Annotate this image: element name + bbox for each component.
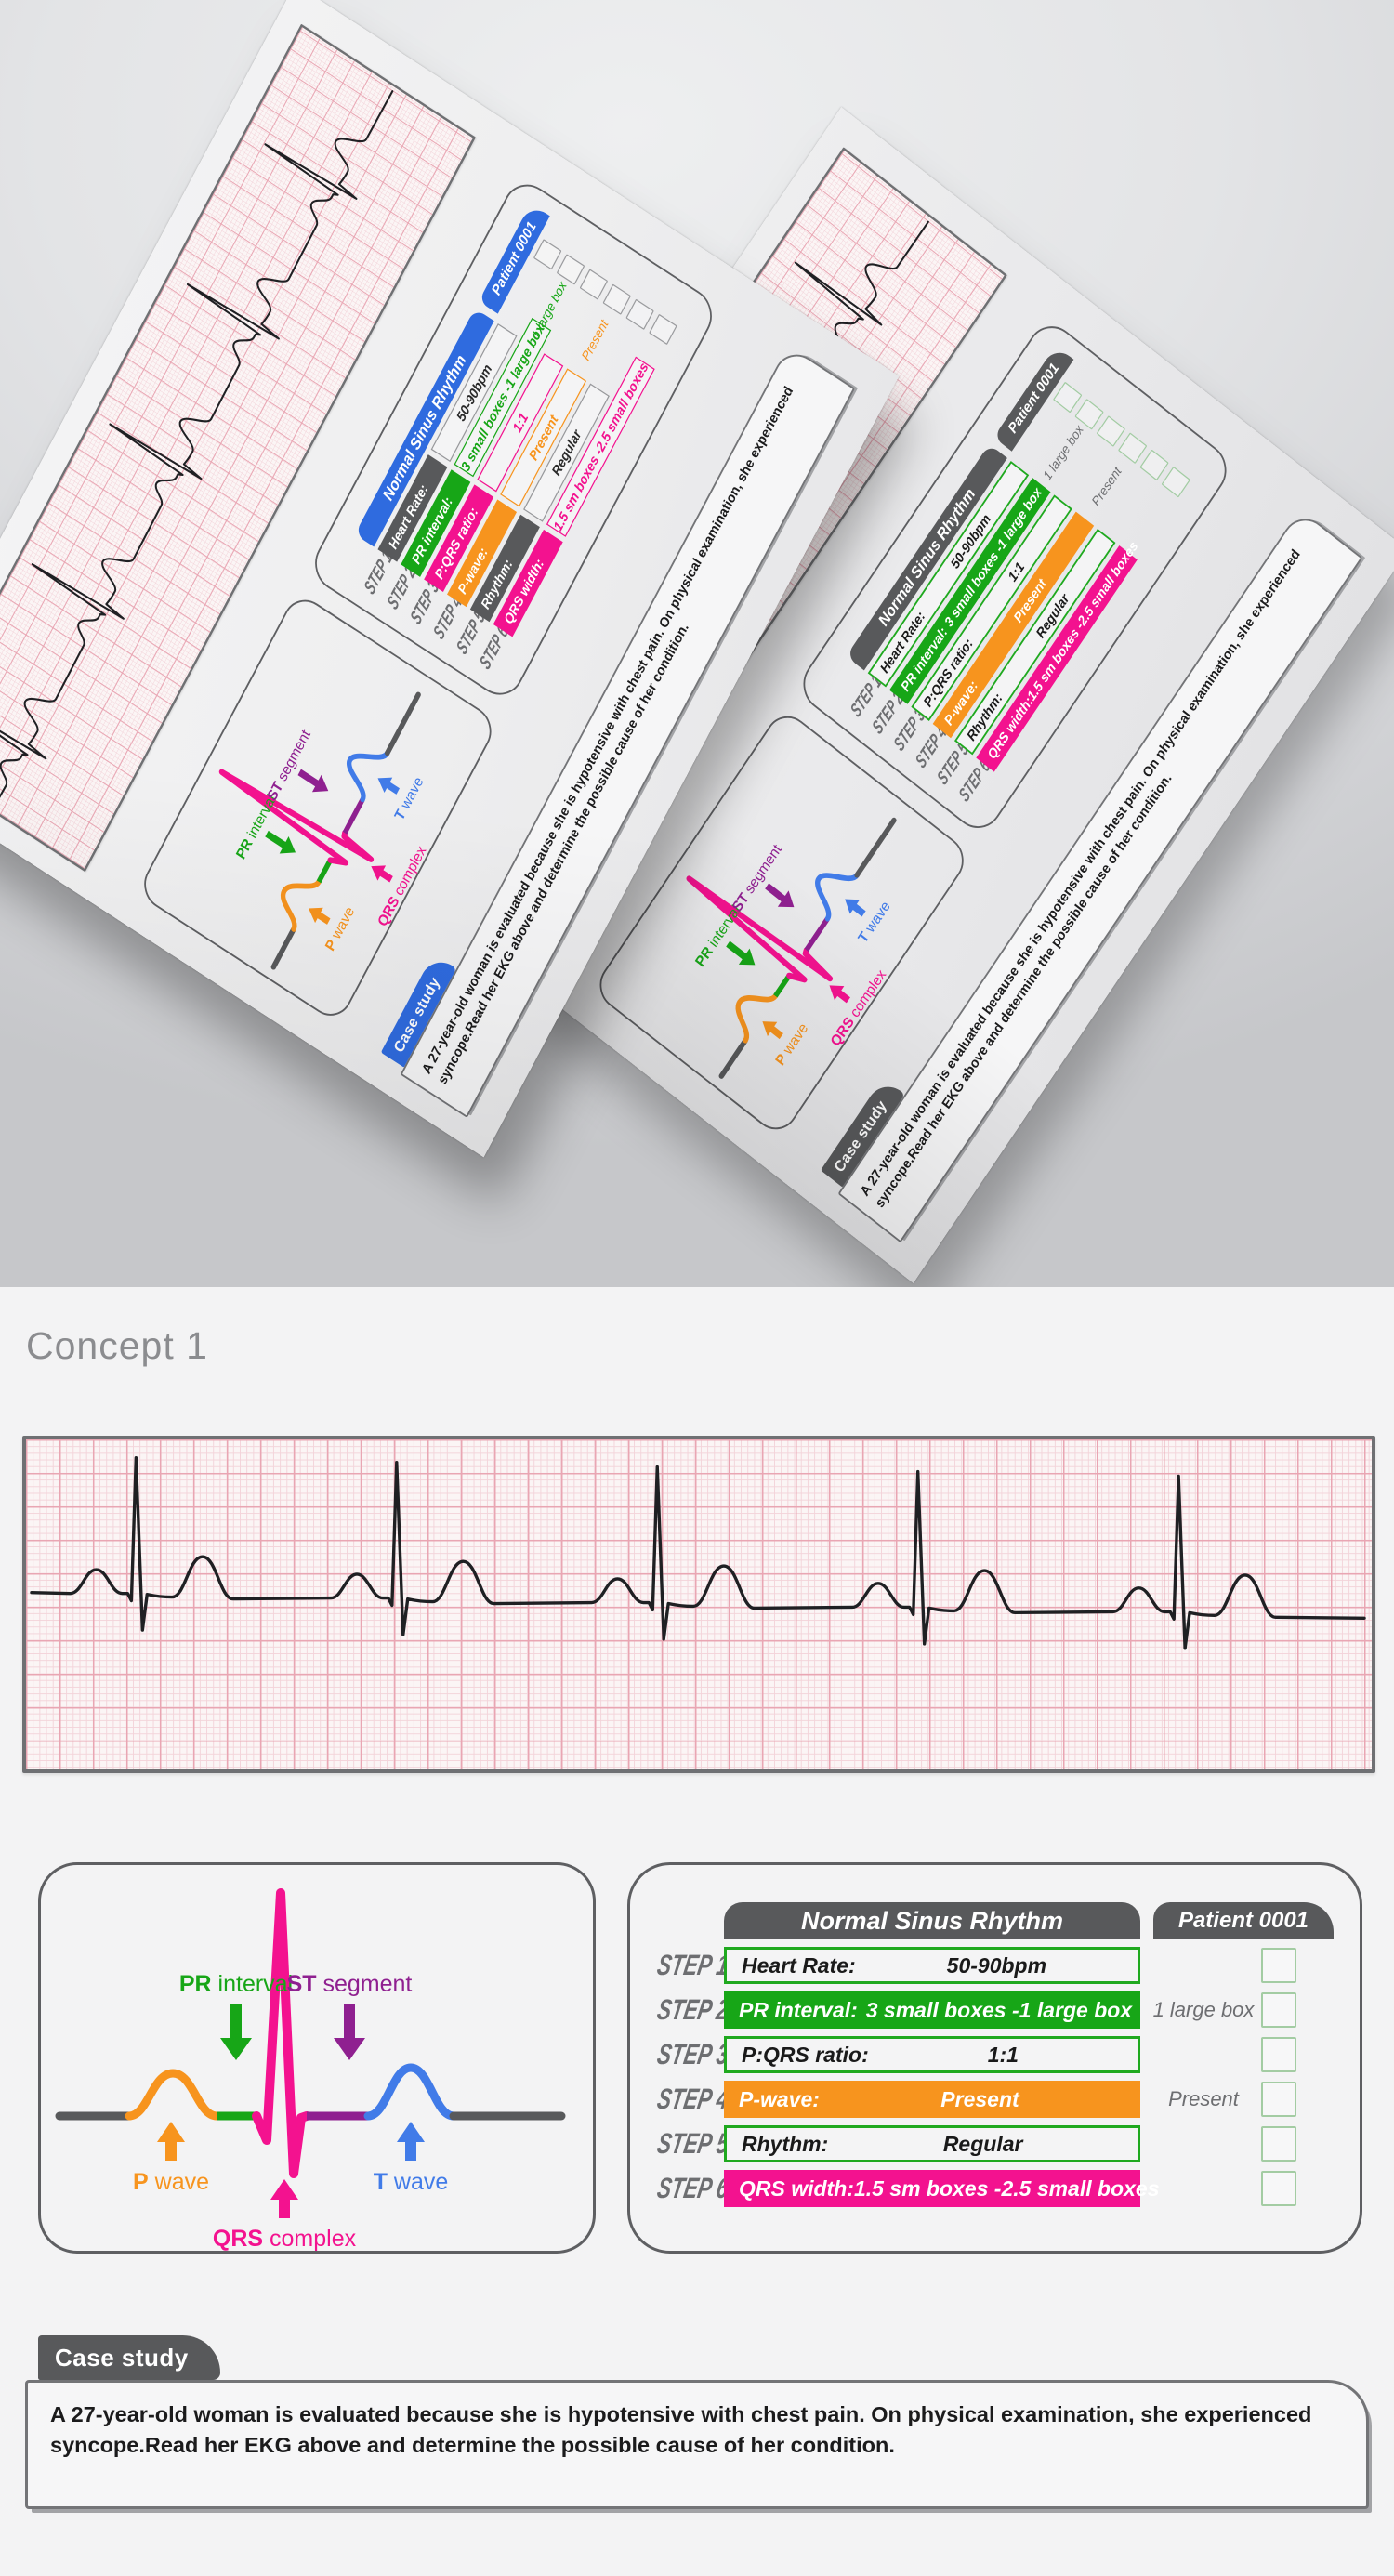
- step-label: STEP 2: [654, 1993, 731, 2026]
- concept-section: Concept 1: [0, 1287, 1394, 2576]
- row-label: P-wave:: [739, 2086, 820, 2111]
- pqrst-waveform: PR interval ST segment P wave T wave QRS…: [218, 691, 429, 970]
- qrs-up-arrow: [371, 865, 393, 883]
- table-row: P-wave: Present: [724, 2081, 1140, 2118]
- pqrst-diagram-box: PR interval ST segment P wave T wave QRS…: [38, 1862, 596, 2254]
- table-row: P:QRS ratio: 1:1: [724, 2036, 1140, 2073]
- p-up-arrow: [309, 907, 331, 925]
- table-header: Normal Sinus Rhythm: [724, 1902, 1140, 1939]
- side-note-pr-interval: 1 large box: [1152, 1998, 1255, 2021]
- t-wave-label: T wave: [392, 774, 427, 823]
- ekg-leaflet: PR interval ST segment P wave T wave QRS…: [0, 23, 857, 1120]
- st-down-arrow: [334, 2004, 365, 2060]
- case-study-tab: Case study: [38, 2335, 220, 2380]
- qrs-complex-label: QRS complex: [375, 843, 429, 929]
- row-value: 1.5 sm boxes -2.5 small boxes: [853, 2175, 1160, 2201]
- row-value: 1:1: [987, 2042, 1019, 2067]
- checkbox[interactable]: [533, 239, 562, 270]
- patient-header: Patient 0001: [1153, 1902, 1334, 1939]
- ekg-trace: [30, 1456, 1366, 1650]
- qrs-up-arrow: [829, 985, 850, 1004]
- t-up-arrow: [377, 777, 400, 795]
- step-label: STEP 4: [654, 2083, 731, 2115]
- checkbox[interactable]: [1096, 415, 1126, 447]
- mockup-leaflet-gray: PR interval ST segment P wave T wave QRS…: [377, 147, 1365, 1244]
- middle-row: PR interval ST segment P wave T wave QRS…: [22, 1862, 1375, 2254]
- side-note-pr-interval: 1 large box: [528, 278, 570, 342]
- row-value: 50-90bpm: [946, 1952, 1047, 1978]
- pqrst-waveform: PR interval ST segment P wave T wave QRS…: [55, 1888, 566, 2251]
- checkbox[interactable]: [1261, 2037, 1296, 2072]
- pr-down-arrow: [220, 2004, 252, 2060]
- row-label: P:QRS ratio:: [742, 2042, 869, 2067]
- ekg-leaflet: PR interval ST segment P wave T wave QRS…: [22, 1436, 1375, 2509]
- pqrst-diagram-box: PR interval ST segment P wave T wave QRS…: [136, 590, 500, 1025]
- pr-interval-label: PR interval: [179, 1971, 293, 1997]
- checkbox[interactable]: [649, 313, 677, 346]
- row-label: Heart Rate:: [742, 1952, 856, 1978]
- row-value: Present: [940, 2086, 1019, 2111]
- qrs-complex-label: QRS complex: [213, 2226, 357, 2251]
- checkbox[interactable]: [625, 298, 654, 331]
- side-note-p-wave: Present: [1168, 2087, 1239, 2110]
- st-down-arrow: [765, 883, 795, 908]
- pr-down-arrow: [726, 940, 756, 966]
- checkbox[interactable]: [1261, 1992, 1296, 2028]
- mockup-page-left: PR interval ST segment P wave T wave QRS…: [0, 0, 900, 1158]
- case-study-section: Case study A 27-year-old woman is evalua…: [22, 2335, 1375, 2509]
- table-row: Heart Rate: 50-90bpm: [724, 1947, 1140, 1984]
- ekg-strip: [0, 23, 477, 873]
- checkbox[interactable]: [1261, 2126, 1296, 2162]
- row-label: QRS width:: [739, 2175, 854, 2201]
- table-row: QRS width: 1.5 sm boxes -2.5 small boxes: [724, 2170, 1160, 2207]
- st-down-arrow: [297, 769, 329, 793]
- p-up-arrow: [762, 1021, 783, 1040]
- row-value: 3 small boxes -1 large box: [865, 1997, 1133, 2022]
- concept-leaflet: PR interval ST segment P wave T wave QRS…: [22, 1436, 1375, 2509]
- pr-down-arrow: [265, 830, 296, 854]
- step-label: STEP 3: [654, 2038, 731, 2070]
- mockup-leaflet-blue: PR interval ST segment P wave T wave QRS…: [0, 23, 857, 1120]
- step-label: STEP 6: [654, 2172, 731, 2204]
- side-note-p-wave: Present: [578, 317, 612, 363]
- p-wave-label: P wave: [133, 2169, 209, 2195]
- t-up-arrow: [845, 899, 866, 917]
- step-label: STEP 5: [654, 2127, 731, 2160]
- mockup-photo-scene: PR interval ST segment P wave T wave QRS…: [0, 0, 1394, 1287]
- row-value: Regular: [942, 2131, 1023, 2156]
- p-wave-label: P wave: [322, 904, 358, 954]
- checkbox[interactable]: [579, 269, 609, 300]
- st-segment-label: ST segment: [265, 727, 315, 804]
- case-study-text: A 27-year-old woman is evaluated because…: [25, 2380, 1369, 2509]
- table-row: Rhythm: Regular: [724, 2125, 1140, 2162]
- ekg-trace: [0, 90, 394, 808]
- pr-interval-label: PR interval: [233, 792, 280, 862]
- checkbox[interactable]: [1261, 1948, 1296, 1983]
- row-label: Rhythm:: [742, 2131, 829, 2156]
- p-up-arrow: [157, 2122, 185, 2161]
- row-label: PR interval:: [739, 1997, 858, 2022]
- checkbox[interactable]: [1261, 2171, 1296, 2206]
- table-row: PR interval: 3 small boxes -1 large box: [724, 1991, 1140, 2029]
- step-table-box: Normal Sinus Rhythm Patient 0001 STEP 1 …: [627, 1862, 1362, 2254]
- checkbox[interactable]: [1161, 466, 1191, 498]
- qrs-up-arrow: [270, 2179, 298, 2218]
- concept-title: Concept 1: [26, 1324, 208, 1367]
- st-segment-label: ST segment: [287, 1971, 413, 1997]
- checkbox[interactable]: [1139, 449, 1169, 481]
- ekg-strip: [22, 1436, 1375, 1773]
- t-wave-label: T wave: [374, 2169, 449, 2195]
- ekg-leaflet: PR interval ST segment P wave T wave QRS…: [377, 147, 1365, 1244]
- mockup-page-right: PR interval ST segment P wave T wave QRS…: [346, 107, 1394, 1283]
- checkbox[interactable]: [1052, 381, 1083, 414]
- t-up-arrow: [397, 2122, 425, 2161]
- middle-row: PR interval ST segment P wave T wave QRS…: [131, 167, 724, 1033]
- step-label: STEP 1: [654, 1949, 731, 1981]
- checkbox[interactable]: [1261, 2082, 1296, 2117]
